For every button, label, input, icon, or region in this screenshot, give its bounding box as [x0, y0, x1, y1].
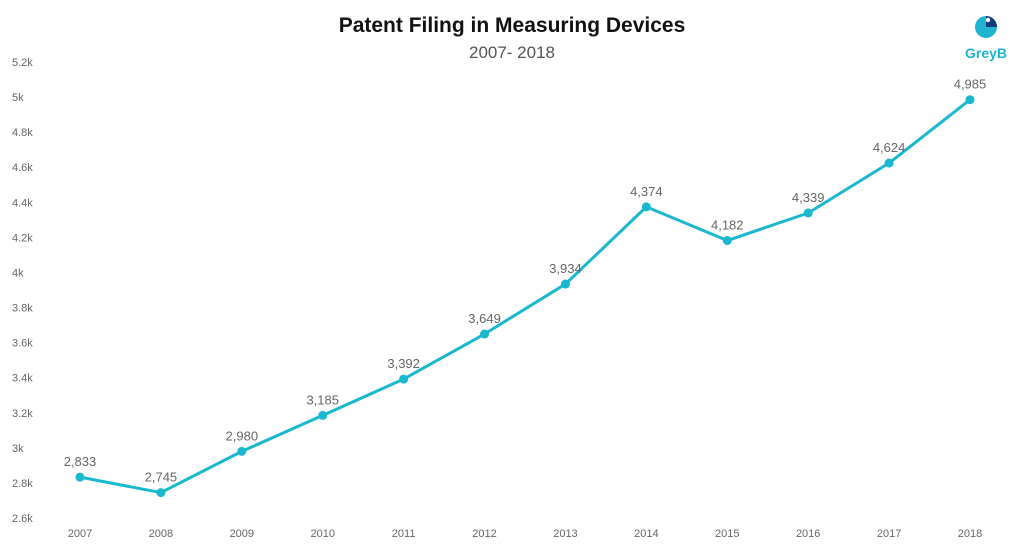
data-label: 4,624	[873, 140, 906, 155]
x-tick-label: 2016	[796, 528, 820, 540]
x-tick-label: 2014	[634, 528, 658, 540]
y-tick-label: 3.4k	[12, 373, 33, 385]
y-tick-label: 5.2k	[12, 57, 33, 69]
y-tick-label: 2.6k	[12, 513, 33, 525]
chart-subtitle: 2007- 2018	[468, 43, 556, 62]
data-label: 3,934	[549, 261, 582, 276]
y-tick-label: 3.2k	[12, 408, 33, 420]
y-tick-label: 4k	[12, 267, 24, 279]
x-tick-label: 2017	[877, 528, 901, 540]
data-label: 4,339	[792, 190, 825, 205]
data-label: 3,392	[387, 356, 420, 371]
series-line	[79, 98, 971, 495]
chart-title: Patent Filing in Measuring Devices	[338, 14, 686, 37]
data-point	[318, 410, 328, 420]
x-tick-label: 2012	[472, 528, 496, 540]
y-tick-label: 5k	[12, 92, 24, 104]
y-tick-label: 4.4k	[12, 197, 33, 209]
x-tick-label: 2009	[230, 528, 254, 540]
y-tick-label: 3.6k	[12, 338, 33, 350]
data-point	[965, 95, 975, 105]
data-point	[75, 472, 85, 482]
data-point	[237, 446, 247, 456]
y-tick-label: 4.2k	[12, 232, 33, 244]
data-point	[399, 374, 409, 384]
data-label: 4,374	[630, 184, 663, 199]
data-point	[803, 208, 813, 218]
data-point	[560, 279, 570, 289]
data-label: 3,649	[468, 311, 501, 326]
y-tick-label: 2.8k	[12, 478, 33, 490]
data-point	[884, 158, 894, 168]
y-tick-label: 3.8k	[12, 303, 33, 315]
y-tick-label: 3k	[12, 443, 24, 455]
x-tick-label: 2011	[392, 528, 416, 540]
data-label: 4,182	[711, 218, 744, 233]
y-tick-label: 4.6k	[12, 162, 33, 174]
x-tick-label: 2008	[149, 528, 173, 540]
x-tick-label: 2013	[553, 528, 577, 540]
logo-text: GreyB	[965, 45, 1007, 61]
data-point	[722, 236, 732, 246]
greyb-logo-icon: GreyB	[965, 16, 1007, 61]
data-label: 2,745	[145, 470, 178, 485]
data-label: 3,185	[306, 392, 339, 407]
y-tick-label: 4.8k	[12, 127, 33, 139]
data-point	[480, 329, 490, 339]
x-tick-label: 2015	[715, 528, 739, 540]
data-label: 2,980	[226, 428, 259, 443]
x-tick-label: 2010	[310, 528, 334, 540]
x-tick-label: 2018	[958, 528, 982, 540]
data-label: 2,833	[64, 454, 97, 469]
x-tick-label: 2007	[68, 528, 92, 540]
data-label: 4,985	[954, 77, 987, 92]
data-point	[156, 488, 166, 498]
data-point	[641, 202, 651, 212]
